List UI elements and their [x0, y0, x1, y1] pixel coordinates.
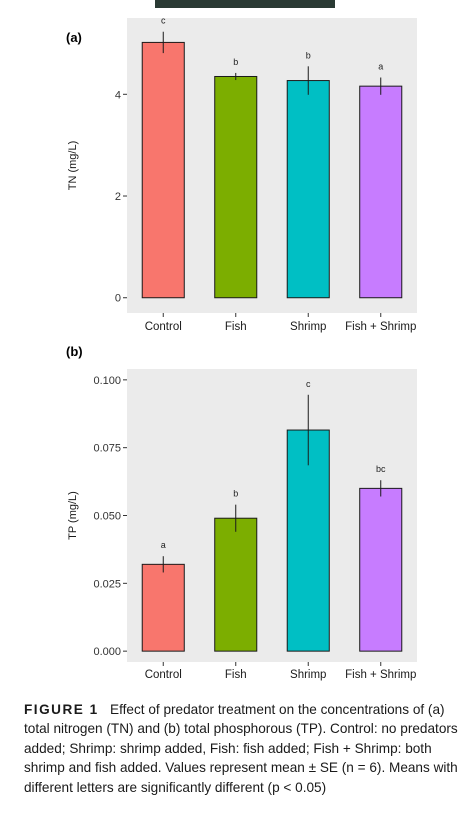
figure-caption: FIGURE 1 Effect of predator treatment on…	[24, 700, 464, 797]
x-tick-label: Control	[145, 321, 182, 333]
y-tick-label: 0.000	[93, 646, 121, 658]
bar	[286, 429, 330, 652]
bar	[141, 41, 185, 299]
chart-panel-a: (a) TN (mg/L) 0 2 4 c Control b Fish b Shrimp a Fi…	[66, 16, 417, 333]
significance-label: a	[161, 540, 166, 550]
significance-label: a	[378, 62, 383, 72]
y-tick-label: 0.050	[93, 511, 121, 523]
y-tick-label: 0.025	[93, 578, 121, 590]
bar	[214, 517, 258, 652]
x-tick-label: Shrimp	[290, 669, 326, 681]
y-tick-label: 0.075	[93, 443, 121, 455]
x-tick-label: Fish	[225, 321, 247, 333]
panel-label: (b)	[66, 344, 83, 359]
chart-marks: 0 2 4 c Control b Fish b Shrimp a Fish + Shrimp	[115, 16, 417, 333]
figure: (a) TN (mg/L) 0 2 4 c Control b Fish b Shrimp a Fi…	[66, 16, 417, 681]
y-axis-title: TN (mg/L)	[67, 141, 79, 191]
x-tick-label: Control	[145, 669, 182, 681]
significance-label: c	[306, 379, 311, 389]
significance-label: b	[306, 50, 311, 60]
x-tick-label: Shrimp	[290, 321, 326, 333]
previous-figure-edge	[0, 0, 476, 8]
significance-label: b	[233, 489, 238, 499]
x-tick-label: Fish + Shrimp	[345, 669, 416, 681]
significance-label: bc	[376, 464, 386, 474]
chart-marks: 0.000 0.025 0.050 0.075 0.100 a Control b Fish c S…	[93, 375, 416, 681]
bar	[141, 563, 185, 652]
y-axis-title: TP (mg/L)	[67, 491, 79, 540]
y-tick-label: 0	[115, 293, 121, 305]
significance-label: c	[161, 16, 166, 26]
bar	[359, 487, 403, 652]
chart-panel-b: (b) TP (mg/L) 0.000 0.025 0.050 0.075 0.100 a…	[66, 344, 417, 681]
y-tick-label: 0.100	[93, 375, 121, 387]
y-tick-label: 4	[115, 89, 121, 101]
y-tick-label: 2	[115, 191, 121, 203]
significance-label: b	[233, 57, 238, 67]
bar	[359, 85, 403, 299]
bar	[214, 75, 258, 299]
bar	[286, 80, 330, 299]
figure-label: FIGURE 1	[24, 702, 99, 717]
caption-text: Effect of predator treatment on the conc…	[24, 702, 458, 795]
x-tick-label: Fish + Shrimp	[345, 321, 416, 333]
x-tick-label: Fish	[225, 669, 247, 681]
panel-label: (a)	[66, 30, 82, 45]
